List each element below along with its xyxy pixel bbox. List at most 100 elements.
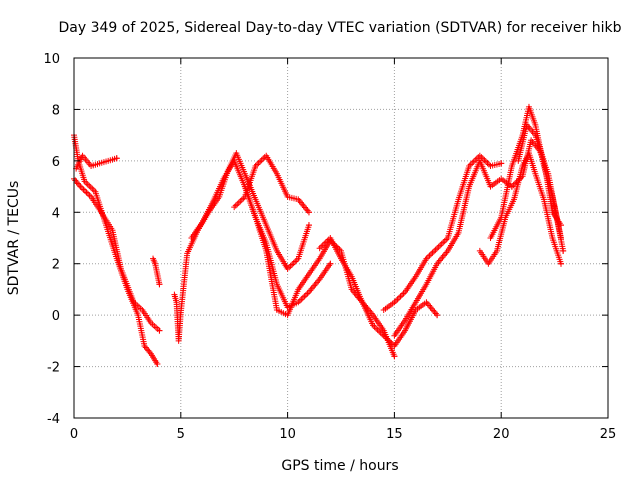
data-point — [428, 251, 435, 258]
data-point — [316, 245, 323, 252]
series-track-g — [231, 152, 312, 216]
data-point — [327, 260, 334, 267]
series-track-o — [515, 121, 565, 229]
data-point — [299, 294, 306, 301]
series-track-h — [241, 183, 334, 311]
y-tick-label: 4 — [52, 206, 60, 221]
data-point — [472, 157, 479, 164]
data-point — [558, 260, 565, 267]
data-point — [516, 176, 523, 183]
data-point — [481, 157, 488, 164]
series-track-i — [316, 235, 441, 349]
data-point — [154, 361, 161, 367]
data-point — [232, 202, 239, 209]
data-point — [113, 155, 120, 162]
series-track-f — [188, 157, 398, 360]
grid-lines — [74, 58, 608, 418]
data-point — [238, 196, 245, 203]
data-point — [432, 246, 439, 253]
data-point — [305, 209, 312, 216]
data-point — [298, 296, 305, 303]
y-tick-label: -4 — [47, 412, 60, 427]
data-point — [399, 291, 406, 298]
data-point — [391, 353, 398, 360]
plot-frame — [73, 57, 609, 419]
data-point — [482, 158, 489, 165]
data-point — [373, 325, 380, 332]
series-track-c — [73, 152, 120, 172]
data-point — [89, 185, 96, 192]
data-point — [231, 204, 238, 211]
data-point — [392, 297, 399, 304]
data-point — [437, 242, 444, 249]
data-point — [470, 158, 477, 165]
y-tick-label: 0 — [52, 309, 60, 324]
series-track-j — [380, 152, 505, 313]
data-point — [440, 239, 447, 246]
data-point — [86, 182, 93, 189]
y-tick-label: 2 — [52, 258, 60, 273]
x-tick-label: 0 — [70, 427, 78, 442]
data-points — [71, 103, 567, 367]
axis-ticks: 0 5 10 15 20 25 -4 -2 0 2 4 6 8 10 — [43, 52, 616, 442]
data-point — [86, 192, 93, 199]
data-point — [302, 291, 309, 298]
data-point — [81, 187, 88, 194]
data-point — [237, 198, 244, 205]
data-point — [80, 186, 87, 193]
y-tick-label: 6 — [52, 155, 60, 170]
data-point — [290, 259, 297, 266]
data-point — [438, 240, 445, 247]
data-point — [394, 296, 401, 303]
data-point — [560, 247, 567, 254]
data-point — [289, 261, 296, 268]
data-point — [84, 181, 91, 188]
x-axis-label: GPS time / hours — [281, 458, 398, 474]
data-point — [476, 152, 483, 159]
data-point — [234, 201, 241, 208]
data-point — [435, 243, 442, 250]
data-point — [305, 222, 312, 229]
data-point — [434, 312, 441, 319]
y-axis-label: SDTVAR / TECUs — [6, 181, 22, 296]
data-point — [318, 243, 325, 250]
y-tick-label: 10 — [43, 52, 60, 67]
x-tick-label: 20 — [493, 427, 510, 442]
data-point — [485, 161, 492, 168]
data-point — [258, 157, 265, 164]
data-point — [397, 293, 404, 300]
data-point — [434, 245, 441, 252]
data-point — [429, 249, 436, 256]
y-tick-label: 8 — [52, 103, 60, 118]
data-point — [78, 185, 85, 192]
chart-title: Day 349 of 2025, Sidereal Day-to-day VTE… — [59, 20, 622, 36]
x-tick-label: 15 — [386, 427, 403, 442]
data-point — [156, 281, 163, 288]
data-point — [395, 294, 402, 301]
data-point — [301, 293, 308, 300]
data-point — [287, 262, 294, 269]
data-point — [87, 184, 94, 191]
data-point — [85, 190, 92, 197]
series-track-d — [150, 255, 163, 288]
series-track-b — [71, 175, 163, 334]
data-point — [260, 155, 267, 162]
data-point — [431, 248, 438, 255]
data-point — [478, 154, 485, 161]
x-tick-label: 5 — [177, 427, 185, 442]
x-tick-label: 10 — [279, 427, 296, 442]
data-point — [426, 252, 433, 259]
data-point — [235, 199, 242, 206]
data-point — [558, 222, 565, 229]
x-tick-label: 25 — [600, 427, 617, 442]
data-point — [400, 290, 407, 297]
data-point — [304, 290, 311, 297]
data-point — [498, 160, 505, 167]
y-tick-label: -2 — [47, 361, 60, 376]
series-track-k — [391, 157, 515, 339]
data-point — [83, 189, 90, 196]
data-point — [156, 327, 163, 334]
data-point — [257, 158, 264, 165]
data-point — [441, 237, 448, 244]
